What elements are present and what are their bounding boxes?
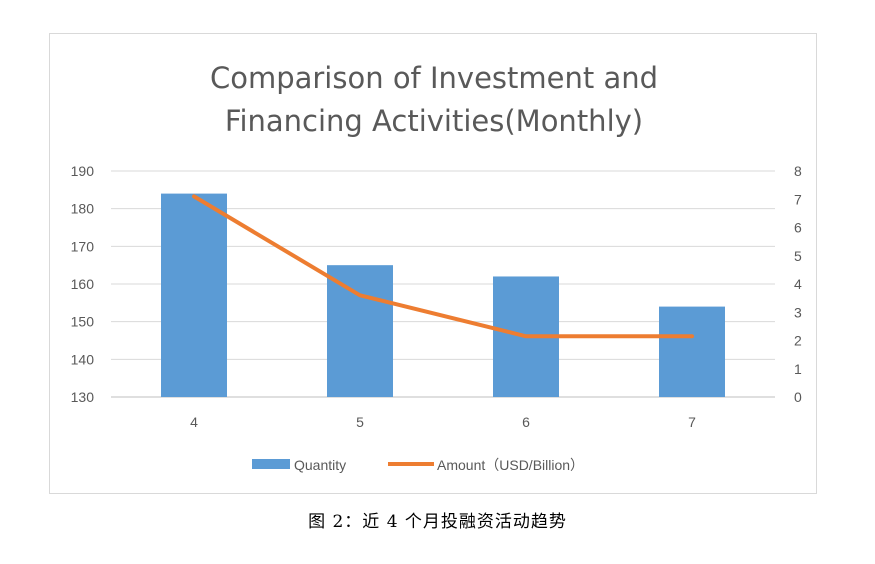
legend: Quantity Amount（USD/Billion）	[252, 457, 584, 473]
left-tick-label: 190	[71, 163, 95, 179]
chart-title-line-1: Comparison of Investment and	[210, 61, 658, 95]
right-tick-label: 2	[794, 333, 802, 349]
quantity-bars	[161, 193, 725, 397]
left-tick-label: 150	[71, 314, 95, 330]
right-tick-label: 8	[794, 163, 802, 179]
combo-chart: Comparison of Investment and Financing A…	[71, 61, 802, 473]
legend-swatch-quantity	[252, 459, 290, 469]
left-axis-ticks: 130 140 150 160 170 180 190	[71, 163, 95, 405]
left-tick-label: 180	[71, 201, 95, 217]
left-tick-label: 140	[71, 351, 95, 367]
right-tick-label: 6	[794, 220, 802, 236]
bar-quantity	[659, 306, 725, 397]
line-amount	[192, 194, 694, 339]
legend-label-amount: Amount（USD/Billion）	[437, 457, 584, 473]
x-tick-label: 5	[356, 414, 364, 430]
right-axis-ticks: 0 1 2 3 4 5 6 7 8	[794, 163, 802, 405]
right-tick-label: 7	[794, 191, 802, 207]
x-tick-label: 6	[522, 414, 530, 430]
right-tick-label: 1	[794, 361, 802, 377]
legend-label-quantity: Quantity	[294, 457, 346, 473]
amount-line-series	[192, 194, 694, 339]
x-axis-ticks: 4 5 6 7	[190, 414, 696, 430]
right-tick-label: 5	[794, 248, 802, 264]
bar-quantity	[327, 265, 393, 397]
x-tick-label: 7	[688, 414, 696, 430]
left-tick-label: 170	[71, 238, 95, 254]
figure-caption: 图 2：近 4 个月投融资活动趋势	[308, 512, 567, 532]
right-tick-label: 3	[794, 304, 802, 320]
right-tick-label: 4	[794, 276, 802, 292]
x-tick-label: 4	[190, 414, 198, 430]
left-tick-label: 160	[71, 276, 95, 292]
left-tick-label: 130	[71, 389, 95, 405]
chart-title-line-2: Financing Activities(Monthly)	[225, 104, 643, 138]
right-tick-label: 0	[794, 389, 802, 405]
bar-quantity	[161, 193, 227, 397]
chart-area: Comparison of Investment and Financing A…	[49, 33, 817, 494]
